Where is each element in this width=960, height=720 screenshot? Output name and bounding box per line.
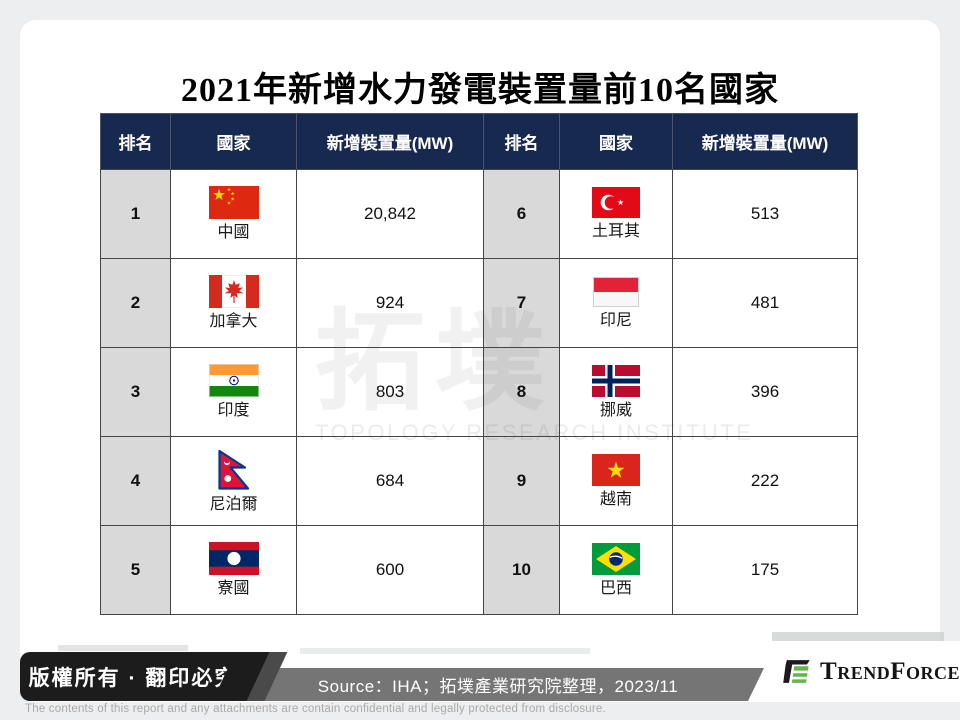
rank-cell: 9 <box>483 436 560 526</box>
watermark-ghost-strip <box>300 648 590 654</box>
column-header-country-left: 國家 <box>170 113 297 170</box>
flag-turkey-icon <box>592 187 640 219</box>
country-label: 印度 <box>217 402 250 420</box>
country-label: 土耳其 <box>591 223 640 241</box>
slide-card: 2021年新增水力發電裝置量前10名國家 排名 國家 新增裝置量(MW) 排名 … <box>20 20 940 702</box>
country-label: 印尼 <box>599 311 632 329</box>
rank-cell: 6 <box>483 169 560 259</box>
header-row: 排名 國家 新增裝置量(MW) 排名 國家 新增裝置量(MW) <box>100 113 858 170</box>
country-cell: 印度 <box>170 347 297 437</box>
capacity-cell: 684 <box>296 436 484 526</box>
country-cell: 加拿大 <box>170 258 297 348</box>
country-label: 中國 <box>217 224 250 242</box>
capacity-cell: 803 <box>296 347 484 437</box>
flag-laos-icon <box>208 542 259 576</box>
flag-canada-icon <box>208 275 259 309</box>
ranking-table: 排名 國家 新增裝置量(MW) 排名 國家 新增裝置量(MW) 1 <box>100 113 858 615</box>
table-row: 3 印度 <box>100 347 858 437</box>
column-header-rank-left: 排名 <box>100 113 171 170</box>
country-label: 尼泊爾 <box>209 495 258 513</box>
country-label: 巴西 <box>599 579 632 597</box>
watermark-ghost-strip <box>772 632 944 641</box>
country-cell: 印尼 <box>559 258 673 348</box>
table-row: 4 尼泊爾 684 9 <box>100 436 858 526</box>
capacity-cell: 600 <box>296 525 484 615</box>
column-header-capacity-right: 新增裝置量(MW) <box>672 113 858 170</box>
capacity-cell: 924 <box>296 258 484 348</box>
source-bar: Source：IHA；拓墣產業研究院整理，2023/11 <box>232 668 764 701</box>
rank-cell: 2 <box>100 258 171 348</box>
country-label: 挪威 <box>599 401 632 419</box>
country-label: 寮國 <box>217 580 250 598</box>
country-cell: 巴西 <box>559 525 673 615</box>
rank-cell: 4 <box>100 436 171 526</box>
trendforce-logo-icon <box>783 660 810 683</box>
country-cell: 中國 <box>170 169 297 259</box>
country-label: 越南 <box>599 490 632 508</box>
country-cell: 土耳其 <box>559 169 673 259</box>
country-cell: 尼泊爾 <box>170 436 297 526</box>
rank-cell: 3 <box>100 347 171 437</box>
watermark-ghost-strip <box>58 645 188 651</box>
column-header-rank-right: 排名 <box>483 113 560 170</box>
country-label: 加拿大 <box>209 313 258 331</box>
table-row: 2 加拿大 924 <box>100 258 858 348</box>
rank-cell: 10 <box>483 525 560 615</box>
country-cell: 挪威 <box>559 347 673 437</box>
flag-brazil-icon <box>592 542 640 575</box>
page-title: 2021年新增水力發電裝置量前10名國家 <box>181 72 779 109</box>
column-header-capacity-left: 新增裝置量(MW) <box>296 113 484 170</box>
rank-cell: 1 <box>100 169 171 259</box>
copyright-text: 版權所有 · 翻印必究 <box>28 666 238 690</box>
capacity-cell: 513 <box>672 169 858 259</box>
copyright-ribbon: 版權所有 · 翻印必究 <box>20 652 246 701</box>
flag-nepal-icon <box>218 449 250 490</box>
capacity-cell: 20,842 <box>296 169 484 259</box>
rank-cell: 5 <box>100 525 171 615</box>
trendforce-logo-block: TrendForce <box>756 641 960 702</box>
capacity-cell: 396 <box>672 347 858 437</box>
flag-indonesia-icon <box>593 276 639 307</box>
ranking-table-container: 排名 國家 新增裝置量(MW) 排名 國家 新增裝置量(MW) 1 <box>100 113 858 615</box>
flag-norway-icon <box>592 364 640 397</box>
table-row: 5 寮國 600 10 <box>100 525 858 615</box>
capacity-cell: 222 <box>672 436 858 526</box>
disclaimer-text: The contents of this report and any atta… <box>25 703 606 715</box>
rank-cell: 7 <box>483 258 560 348</box>
flag-china-icon <box>208 186 259 220</box>
brand-name: TrendForce <box>820 657 960 685</box>
table-row: 1 中國 <box>100 169 858 259</box>
source-text: Source：IHA；拓墣產業研究院整理，2023/11 <box>317 677 679 696</box>
capacity-cell: 175 <box>672 525 858 615</box>
rank-cell: 8 <box>483 347 560 437</box>
flag-india-icon <box>208 364 259 398</box>
country-cell: 越南 <box>559 436 673 526</box>
column-header-country-right: 國家 <box>559 113 673 170</box>
flag-vietnam-icon <box>592 453 640 486</box>
country-cell: 寮國 <box>170 525 297 615</box>
capacity-cell: 481 <box>672 258 858 348</box>
